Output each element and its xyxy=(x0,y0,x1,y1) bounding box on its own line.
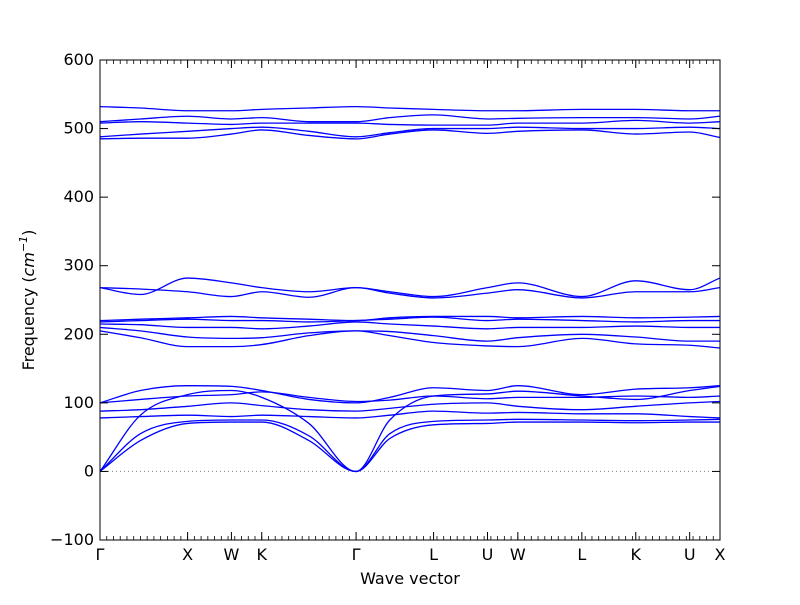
phonon-band-7 xyxy=(99,391,721,404)
phonon-band-5 xyxy=(99,400,721,412)
phonon-band-17 xyxy=(99,119,721,126)
x-tick-label: X xyxy=(715,545,726,564)
bands-layer xyxy=(99,105,721,473)
phonon-band-18 xyxy=(99,114,721,123)
y-axis-label-exponent: −1 xyxy=(17,236,30,252)
x-tick-label: K xyxy=(631,545,642,564)
x-tick-label: Γ xyxy=(96,545,105,564)
x-tick-label: W xyxy=(223,545,239,564)
phonon-band-9 xyxy=(99,326,720,342)
y-tick-label: 200 xyxy=(63,324,94,343)
y-tick-label: 400 xyxy=(63,187,94,206)
x-tick-label: L xyxy=(429,545,438,564)
phonon-band-11 xyxy=(99,316,720,323)
x-tick-label: Γ xyxy=(352,545,361,564)
plot-frame xyxy=(99,59,721,541)
phonon-band-1 xyxy=(99,421,720,473)
x-tick-label: X xyxy=(182,545,193,564)
phonon-band-14 xyxy=(99,287,721,299)
x-tick-label: K xyxy=(256,545,267,564)
phonon-band-15 xyxy=(99,129,721,140)
phonon-band-8 xyxy=(99,330,721,349)
x-axis-label: Wave vector xyxy=(360,569,460,588)
phonon-band-6 xyxy=(99,385,721,404)
y-tick-label: −100 xyxy=(50,530,94,549)
x-tick-label: U xyxy=(684,545,696,564)
y-tick-label: 600 xyxy=(63,50,94,69)
phonon-band-2 xyxy=(99,418,721,473)
x-tick-label: U xyxy=(482,545,494,564)
y-axis-label-unit: cm xyxy=(19,252,38,276)
phonon-band-16 xyxy=(99,126,721,138)
y-axis-label-suffix: ) xyxy=(19,230,38,236)
phonon-band-19 xyxy=(99,105,720,112)
phonon-band-3 xyxy=(99,385,721,473)
x-tick-label: W xyxy=(510,545,526,564)
y-axis-label-prefix: Frequency ( xyxy=(19,276,38,370)
y-tick-label: 100 xyxy=(63,393,94,412)
x-tick-label: L xyxy=(577,545,586,564)
y-tick-label: 0 xyxy=(84,461,94,480)
phonon-band-13 xyxy=(99,277,721,298)
y-tick-label: 500 xyxy=(63,119,94,138)
phonon-band-12 xyxy=(99,315,721,322)
phonon-band-10 xyxy=(99,321,720,330)
y-axis-label: Frequency (cm−1) xyxy=(17,230,38,371)
phonon-band-4 xyxy=(99,410,721,419)
y-tick-label: 300 xyxy=(63,256,94,275)
